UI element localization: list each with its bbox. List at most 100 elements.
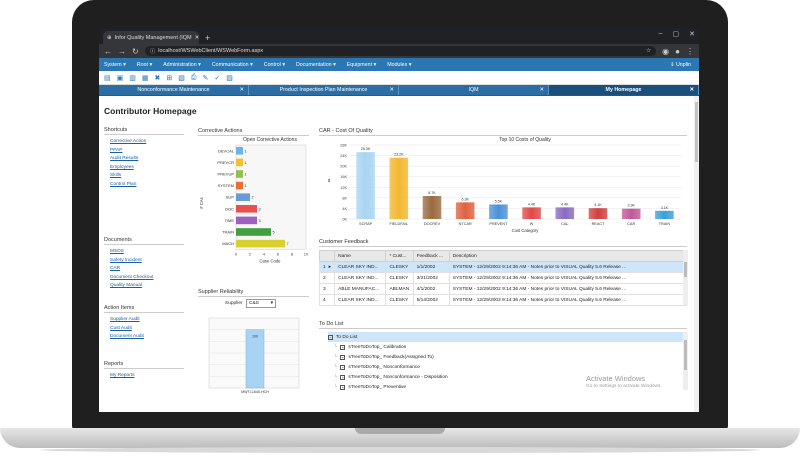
- link-msds[interactable]: MSDS: [110, 249, 124, 254]
- link-safety-incident[interactable]: Safety Incident: [110, 257, 142, 263]
- app-tab-my-homepage[interactable]: My Homepage ✕: [549, 85, 699, 95]
- new-tab-button[interactable]: +: [205, 33, 211, 43]
- menu-item-administration[interactable]: Administration ▾: [163, 61, 201, 68]
- app-tab-nonconformance-maintenance[interactable]: Nonconformance Maintenance ✕: [99, 85, 249, 95]
- close-icon[interactable]: ✕: [689, 87, 694, 93]
- menu-item-documentation[interactable]: Documentation ▾: [295, 61, 336, 68]
- menu-item-system[interactable]: System ▾: [104, 61, 126, 68]
- todo-item[interactable]: └ + sTreeToDoTop_ Feedback(Assigned To): [328, 352, 683, 362]
- collapse-icon[interactable]: −: [328, 334, 333, 340]
- open-icon[interactable]: ▣: [116, 74, 124, 82]
- link-control-plan[interactable]: Control Plan: [110, 181, 137, 187]
- star-icon[interactable]: ☆: [646, 48, 652, 54]
- ca-bar-train: [236, 228, 271, 236]
- supplier-select[interactable]: C&S ▾: [246, 299, 276, 308]
- expand-icon[interactable]: +: [340, 344, 346, 350]
- expand-icon[interactable]: +: [340, 354, 346, 360]
- sr-category-label: MWTI-1645-HCH: [241, 390, 269, 394]
- save-icon[interactable]: ▥: [129, 74, 136, 82]
- grid-scrollbar[interactable]: [683, 250, 688, 305]
- delete-icon[interactable]: ✖: [154, 74, 161, 82]
- cost-value-w: 4.4K: [528, 202, 536, 206]
- more-icon[interactable]: ⋮: [686, 46, 694, 56]
- expand-icon[interactable]: +: [340, 384, 346, 390]
- close-icon[interactable]: ✕: [239, 87, 244, 93]
- menu-item-modules[interactable]: Modules ▾: [387, 61, 412, 68]
- link-quality-manual[interactable]: Quality Manual: [110, 283, 142, 289]
- menu-item-control[interactable]: Control ▾: [263, 61, 285, 68]
- table-row[interactable]: 3 ABLE MANUFAC... ABLMAN 4/1/2002 SYSTEM - 1…: [318, 283, 688, 295]
- todo-root-node[interactable]: − To Do List: [328, 332, 683, 342]
- cost-ytick-0k: 0K: [342, 218, 347, 222]
- url-field[interactable]: ⓘ localhost/WSWebClient/WSWebForm.aspx ☆: [144, 46, 657, 56]
- export-icon[interactable]: ▨: [226, 74, 233, 82]
- forward-icon[interactable]: →: [118, 46, 126, 56]
- grid-column-header[interactable]: Name: [334, 250, 387, 262]
- activate-windows-title: Activate Windows: [586, 374, 646, 383]
- table-row[interactable]: 4 CLEAR SKY IND... CLESKY 5/14/2002 SYSTEM -…: [318, 294, 688, 306]
- todo-item[interactable]: └ + sTreeToDoTop_ Calibration: [328, 342, 683, 352]
- menu-item-communication[interactable]: Communication ▾: [211, 61, 253, 68]
- link-audit-results[interactable]: Audit Results: [110, 156, 139, 162]
- grid-column-header[interactable]: Description: [448, 250, 688, 262]
- close-icon[interactable]: ✕: [194, 34, 199, 41]
- report-icon[interactable]: ▧: [178, 74, 185, 82]
- link-employees[interactable]: Employees: [110, 164, 134, 170]
- link-supplier-audit[interactable]: Supplier Audit: [110, 317, 140, 322]
- link-document-checkout[interactable]: Document Checkout: [110, 274, 154, 280]
- filter-icon[interactable]: ⊞: [166, 74, 173, 82]
- reload-icon[interactable]: ↻: [132, 46, 139, 56]
- expand-icon[interactable]: +: [340, 374, 346, 380]
- tree-scrollbar[interactable]: [683, 332, 688, 390]
- edit-icon[interactable]: ✎: [202, 74, 209, 82]
- extensions-icon[interactable]: ◉: [662, 46, 670, 56]
- menu-item-root[interactable]: Root ▾: [136, 61, 153, 68]
- table-row[interactable]: 1 ▸ CLEAR SKY IND... CLESKY 1/1/2002 SYSTEM -…: [318, 261, 688, 273]
- back-icon[interactable]: ←: [104, 46, 112, 56]
- cost-value-car: 3.9K: [627, 204, 635, 208]
- action-items-section: Action Items Supplier Audit Cust Audit Doc…: [104, 305, 184, 343]
- ca-bar-sup: [236, 193, 250, 201]
- todo-item[interactable]: └ + sTreeToDoTop_ Nonconformance: [328, 362, 683, 372]
- close-icon[interactable]: ✕: [389, 87, 394, 93]
- grid-header-row: Name * Cust... Feedback ... Description: [318, 250, 688, 262]
- app-tab-iqm[interactable]: IQM ✕: [399, 85, 549, 95]
- profile-icon[interactable]: ●: [675, 46, 680, 56]
- user-menu[interactable]: ⇓ Unplin: [670, 61, 691, 68]
- grid-column-header[interactable]: Feedback ...: [412, 250, 450, 262]
- grid-column-header[interactable]: * Cust...: [385, 250, 414, 262]
- expand-icon[interactable]: +: [340, 364, 346, 370]
- cost-category-cal: CAL: [561, 222, 568, 226]
- link-document-audit[interactable]: Document Audit: [110, 334, 144, 340]
- cost-ytick-12k: 12K: [340, 186, 347, 190]
- todo-item[interactable]: └ + sTreeToDoTop_ Preventive: [328, 382, 683, 392]
- close-window-icon[interactable]: ✕: [689, 31, 695, 38]
- new-icon[interactable]: ▤: [104, 74, 111, 82]
- check-icon[interactable]: ✓: [214, 74, 221, 82]
- link-corrective-action[interactable]: Corrective Action: [110, 139, 147, 144]
- scrollbar-thumb[interactable]: [695, 102, 698, 162]
- link-skills[interactable]: Skills: [110, 173, 122, 179]
- maximize-icon[interactable]: ▢: [672, 31, 680, 38]
- link-my-reports[interactable]: My Reports: [110, 373, 135, 378]
- app-tab-product-inspection-plan-maintenance[interactable]: Product Inspection Plan Maintenance ✕: [249, 85, 399, 95]
- link-car[interactable]: CAR: [110, 266, 121, 272]
- page-scrollbar[interactable]: [694, 96, 699, 412]
- close-icon[interactable]: ✕: [539, 87, 544, 93]
- grid-column-header[interactable]: [318, 250, 336, 262]
- todo-item[interactable]: └ + sTreeToDoTop_ Nonconformance - Disposi…: [328, 372, 683, 382]
- table-row[interactable]: 2 CLEAR SKY IND... CLESKY 3/21/2002 SYSTEM -…: [318, 272, 688, 284]
- link-ppap[interactable]: PPAP: [110, 147, 123, 153]
- print-icon[interactable]: ⎙: [190, 73, 197, 81]
- copy-icon[interactable]: ▦: [141, 74, 149, 82]
- screen: ⊕ Infor Quality Management (IQM ✕ + – ▢ …: [99, 28, 699, 412]
- browser-tab[interactable]: ⊕ Infor Quality Management (IQM ✕: [103, 31, 199, 44]
- cell-name: CLEAR SKY IND...: [334, 272, 387, 284]
- link-cust-audit[interactable]: Cust Audit: [110, 325, 132, 331]
- tree-scrollbar-thumb[interactable]: [684, 340, 687, 370]
- cost-xlabel: Cost Category: [512, 228, 540, 233]
- minimize-icon[interactable]: –: [658, 30, 663, 37]
- grid-scrollbar-thumb[interactable]: [684, 262, 687, 277]
- cost-ytick-4k: 4K: [342, 207, 347, 211]
- menu-item-equipment[interactable]: Equipment ▾: [346, 61, 377, 68]
